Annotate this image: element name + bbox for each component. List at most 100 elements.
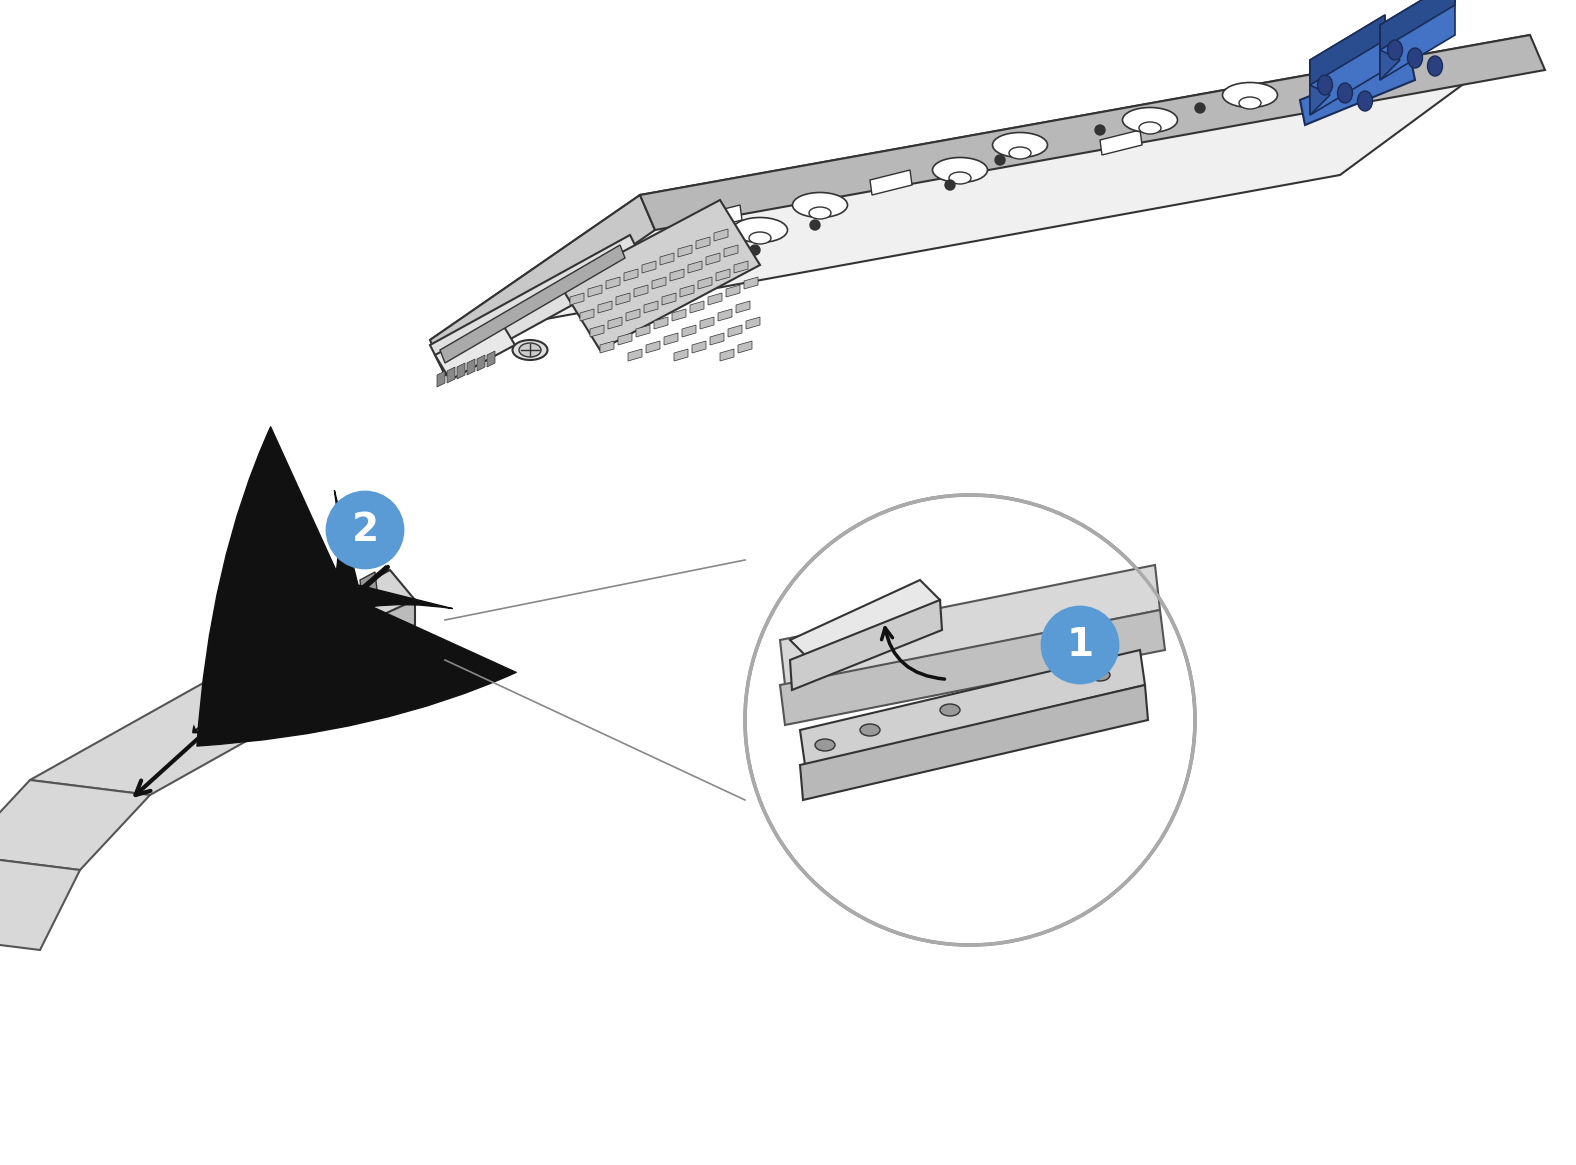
Polygon shape [440,245,626,363]
Polygon shape [466,359,474,375]
Polygon shape [745,317,760,329]
Ellipse shape [1407,48,1423,68]
Polygon shape [359,572,377,598]
Polygon shape [626,309,640,322]
Circle shape [946,181,955,190]
Polygon shape [1381,24,1399,80]
Polygon shape [646,341,660,353]
Polygon shape [30,640,400,795]
Polygon shape [744,277,758,289]
Polygon shape [708,294,722,305]
Polygon shape [1310,90,1352,115]
Polygon shape [607,277,619,289]
Polygon shape [251,570,414,675]
Polygon shape [660,253,675,264]
Polygon shape [1381,0,1455,50]
Ellipse shape [815,739,835,751]
Polygon shape [1310,15,1385,115]
Polygon shape [251,600,414,700]
Polygon shape [723,245,738,257]
Polygon shape [711,333,723,345]
Polygon shape [698,277,712,289]
Polygon shape [870,170,913,195]
Polygon shape [559,200,760,350]
Text: 1: 1 [1067,626,1094,664]
Polygon shape [654,317,668,329]
Circle shape [750,245,760,255]
Polygon shape [430,195,656,375]
Polygon shape [719,309,731,322]
Polygon shape [634,285,648,297]
Polygon shape [627,350,641,361]
Polygon shape [251,657,266,683]
Polygon shape [641,261,656,273]
Polygon shape [1310,15,1385,85]
Polygon shape [597,301,611,313]
Ellipse shape [1357,91,1373,111]
Ellipse shape [1428,56,1442,76]
Ellipse shape [1223,83,1278,107]
Circle shape [1195,103,1206,113]
Polygon shape [706,253,720,264]
Ellipse shape [1091,669,1110,682]
Polygon shape [1381,0,1455,80]
Polygon shape [801,685,1147,800]
Polygon shape [671,309,686,322]
Circle shape [994,155,1005,165]
Ellipse shape [733,218,788,242]
Ellipse shape [337,617,353,627]
Polygon shape [697,236,711,249]
Ellipse shape [519,343,541,356]
Polygon shape [0,781,150,870]
Polygon shape [1300,55,1415,125]
Polygon shape [435,320,515,380]
Polygon shape [1310,61,1330,115]
Polygon shape [448,367,455,383]
Ellipse shape [933,157,988,183]
Polygon shape [738,341,752,353]
Polygon shape [589,325,604,337]
Polygon shape [790,580,939,661]
Polygon shape [645,301,659,313]
Polygon shape [1100,130,1143,155]
Polygon shape [663,333,678,345]
Polygon shape [618,333,632,345]
Polygon shape [580,309,594,322]
Ellipse shape [860,723,879,736]
Polygon shape [720,350,734,361]
Polygon shape [430,35,1530,340]
Polygon shape [801,650,1146,765]
Polygon shape [600,341,615,353]
Polygon shape [692,341,706,353]
Ellipse shape [793,192,848,218]
Polygon shape [0,855,80,949]
Ellipse shape [266,655,284,665]
Polygon shape [487,351,495,367]
Ellipse shape [1239,97,1261,110]
Polygon shape [478,355,485,370]
Polygon shape [624,269,638,281]
Polygon shape [430,235,645,375]
Polygon shape [727,285,741,297]
Ellipse shape [1318,75,1332,96]
Polygon shape [637,325,649,337]
Polygon shape [662,294,676,305]
Ellipse shape [1139,122,1162,134]
Polygon shape [689,261,701,273]
Polygon shape [714,230,728,241]
Ellipse shape [512,340,547,360]
Ellipse shape [749,232,771,243]
Polygon shape [700,205,742,230]
Polygon shape [736,301,750,313]
Polygon shape [780,610,1165,725]
Polygon shape [437,370,444,387]
Circle shape [326,492,403,569]
Polygon shape [728,325,742,337]
Ellipse shape [939,704,960,716]
Ellipse shape [652,247,708,273]
Polygon shape [652,277,667,289]
Polygon shape [700,317,714,329]
Circle shape [1042,607,1117,683]
Polygon shape [682,325,697,337]
Polygon shape [616,294,630,305]
